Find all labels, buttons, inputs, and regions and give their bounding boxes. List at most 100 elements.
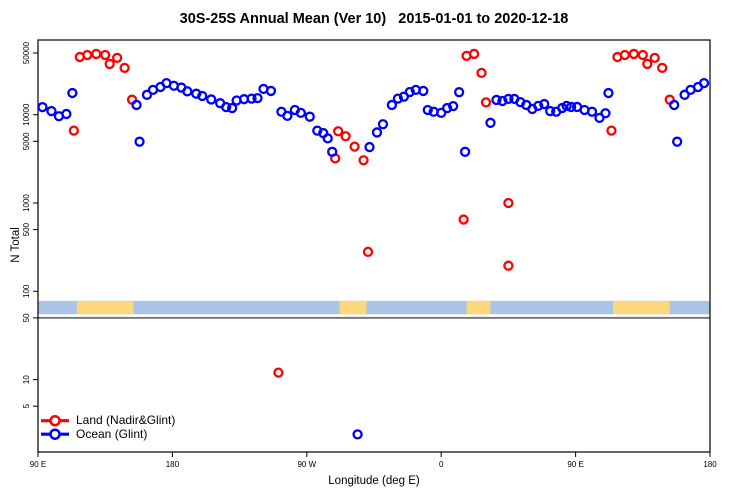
chart-title: 30S-25S Annual Mean (Ver 10) 2015-01-01 … [179,11,569,27]
data-point-land [642,58,653,70]
data-point-ocean [586,106,598,117]
data-point-ocean [404,86,415,98]
y-tick-label: 10000 [22,103,31,126]
data-point-land [480,97,492,108]
data-point-ocean [377,119,389,130]
data-point-ocean [221,101,232,113]
data-point-ocean [386,99,398,111]
data-point-ocean [131,99,142,111]
data-point-ocean [497,95,508,107]
data-point-ocean [246,93,257,104]
data-point-land [476,67,487,78]
data-point-ocean [134,136,145,147]
data-point-ocean [252,93,263,104]
plot-frame [37,39,711,453]
y-tick-label: 100 [22,284,31,298]
data-point-ocean [37,101,48,113]
data-point-ocean [545,105,556,117]
data-point-land [628,48,639,60]
data-point-ocean [322,133,333,144]
data-point-ocean [459,146,471,157]
data-point-land [349,141,360,152]
x-axis-label: Longitude (deg E) [328,475,420,487]
data-point-land [119,62,130,74]
y-tick-label: 500 [22,222,31,236]
data-point-land [111,52,123,64]
map-strip-ocean [38,300,710,315]
y-tick-label: 50000 [22,41,31,64]
data-point-ocean [561,100,572,112]
data-point-land [100,49,111,61]
y-axis-label: N Total [10,227,22,263]
map-strip-land-segment [339,300,367,315]
data-point-land [458,214,469,225]
data-point-land [333,126,344,137]
data-point-ocean [491,94,502,106]
data-point-ocean [603,87,614,99]
data-point-ocean [295,107,306,118]
data-point-ocean [191,88,202,99]
legend-label-land: Land (Nadir&Glint) [76,413,176,427]
y-tick-label: 10 [22,375,31,384]
data-point-land [606,125,617,136]
data-point-ocean [46,105,57,117]
data-point-ocean [206,94,217,105]
data-point-ocean [565,101,577,113]
data-point-ocean [698,77,710,89]
x-tick-label: 90 E [30,460,46,469]
data-point-ocean [422,104,433,116]
y-tick-label: 1000 [22,194,31,212]
data-point-ocean [600,108,611,119]
map-strip-land-segment [612,300,670,315]
data-point-land [358,155,369,166]
data-point-land [657,62,668,74]
data-point-ocean [485,117,496,128]
x-tick-label: 180 [703,460,717,469]
data-point-ocean [282,110,293,122]
data-point-land [503,197,514,209]
data-point-ocean [436,107,447,118]
legend-marker [49,428,61,440]
legend-marker [49,414,61,427]
data-point-ocean [67,87,78,99]
data-point-ocean [61,108,72,120]
map-strip-land-segment [466,300,491,315]
data-point-ocean [197,90,208,102]
data-point-ocean [671,136,683,147]
y-tick-label: 5 [22,403,31,408]
x-tick-label: 0 [439,460,444,469]
data-point-ocean [304,111,315,122]
data-point-ocean [533,100,544,112]
data-point-ocean [453,87,465,98]
data-point-ocean [371,127,383,138]
data-point-ocean [418,85,429,97]
data-point-land [68,125,79,136]
data-point-land [637,49,648,61]
data-point-ocean [442,102,453,114]
data-point-ocean [392,93,404,104]
x-tick-label: 90 E [567,460,583,469]
data-point-ocean [141,89,153,100]
legend-label-ocean: Ocean (Glint) [76,426,148,441]
data-point-land [362,246,374,257]
data-point-ocean [669,99,680,111]
map-strip-land-segment [76,300,134,315]
data-point-ocean [539,98,550,110]
data-point-ocean [364,141,375,153]
x-tick-label: 180 [166,460,180,469]
data-point-ocean [265,85,277,97]
data-point-land [468,48,480,60]
y-tick-label: 50 [22,313,31,322]
data-point-land [273,367,284,378]
data-point-ocean [327,146,338,157]
data-point-land [503,260,514,271]
y-tick-label: 5000 [22,132,31,150]
data-point-ocean [182,86,193,97]
x-tick-label: 90 W [297,460,316,469]
data-point-land [91,48,102,60]
data-point-land [340,131,351,142]
data-point-ocean [679,89,690,100]
data-point-land [104,58,115,70]
